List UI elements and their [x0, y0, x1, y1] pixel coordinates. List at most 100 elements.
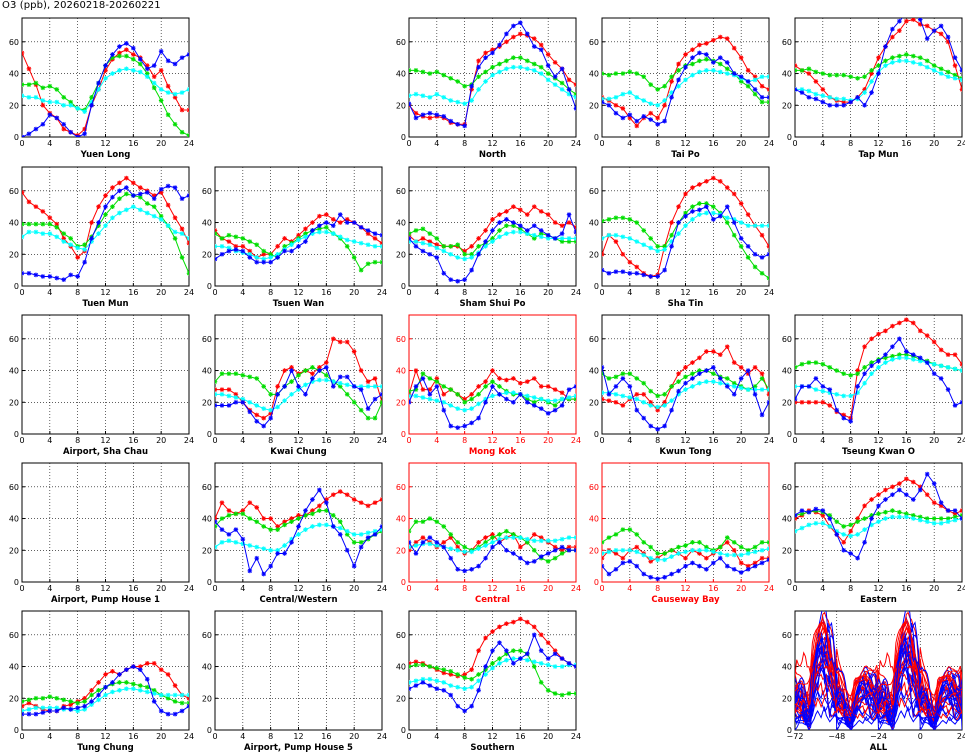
data-point [186, 703, 189, 709]
data-point [82, 242, 87, 248]
y-tick-label: 60 [9, 187, 19, 196]
data-point [137, 191, 143, 197]
y-tick-label: 20 [396, 546, 406, 555]
data-point [524, 393, 530, 399]
data-point [704, 204, 709, 209]
data-point [22, 271, 25, 276]
data-point [33, 204, 39, 209]
data-point [165, 112, 171, 118]
data-point [469, 267, 474, 273]
data-point [179, 692, 185, 698]
data-point [427, 242, 433, 248]
data-point [117, 68, 122, 73]
data-point [317, 213, 322, 219]
data-point [330, 223, 336, 229]
data-point [247, 399, 253, 405]
data-point [752, 549, 758, 555]
y-tick-label: 60 [9, 335, 19, 344]
data-point [96, 220, 101, 225]
data-point [531, 204, 537, 209]
data-point [613, 567, 619, 572]
data-point [827, 524, 833, 529]
data-point [606, 535, 612, 540]
data-point [165, 183, 171, 189]
data-point [766, 95, 769, 100]
x-tick-label: 24 [184, 584, 194, 593]
data-point [690, 204, 695, 209]
data-point [897, 514, 902, 520]
y-tick-label: 40 [396, 367, 406, 376]
series-blue [409, 632, 576, 714]
data-point [602, 540, 605, 545]
data-point [738, 365, 744, 370]
x-tick-label: 20 [929, 139, 939, 148]
data-point [310, 376, 315, 381]
data-point [524, 231, 530, 236]
data-point [82, 247, 87, 252]
data-point [738, 385, 744, 391]
y-tick-label: 0 [401, 430, 406, 439]
data-point [897, 53, 902, 59]
data-point [317, 487, 322, 493]
x-tick-label: 0 [792, 436, 797, 445]
data-point [795, 365, 798, 370]
data-point [455, 547, 461, 553]
data-point [545, 411, 551, 416]
data-point [219, 371, 225, 377]
data-point [545, 656, 551, 661]
data-point [876, 71, 881, 76]
data-point [711, 60, 716, 65]
data-point [620, 71, 626, 76]
data-point [504, 209, 509, 214]
plot-frame [21, 314, 190, 435]
data-point [379, 384, 382, 389]
data-point [117, 688, 122, 693]
data-point [795, 384, 798, 389]
data-point [344, 528, 350, 534]
data-point [745, 223, 751, 229]
data-point [518, 31, 523, 37]
data-point [834, 407, 840, 413]
data-point [22, 93, 25, 99]
y-tick-label: 0 [594, 430, 599, 439]
data-point [662, 98, 667, 103]
series-blue [215, 365, 382, 429]
series-blue [22, 664, 189, 717]
data-point [655, 122, 660, 127]
data-point [33, 229, 39, 235]
data-point [54, 708, 60, 714]
data-point [662, 574, 667, 580]
data-point [931, 371, 937, 377]
data-point [862, 503, 867, 509]
data-point [490, 661, 495, 666]
data-point [296, 524, 301, 529]
data-point [717, 352, 723, 357]
data-point [261, 406, 267, 411]
data-point [862, 380, 867, 386]
data-point [131, 204, 136, 209]
data-point [215, 228, 218, 233]
data-point [890, 514, 895, 520]
data-point [766, 557, 769, 563]
data-point [144, 676, 150, 682]
data-point [602, 71, 605, 76]
data-point [511, 64, 516, 70]
data-point [820, 399, 826, 405]
data-point [497, 376, 502, 381]
x-tick-label: 8 [655, 436, 660, 445]
data-point [179, 129, 185, 135]
x-tick-label: 16 [321, 584, 331, 593]
data-point [602, 390, 605, 396]
data-point [68, 129, 74, 135]
data-point [469, 567, 474, 572]
data-point [490, 239, 495, 244]
x-tick-label: 0 [599, 436, 604, 445]
data-point [518, 55, 523, 60]
data-point [47, 231, 53, 236]
x-tick-label: 0 [406, 584, 411, 593]
data-point [317, 377, 322, 383]
data-point [634, 376, 640, 381]
data-point [724, 71, 730, 76]
data-point [268, 547, 273, 553]
